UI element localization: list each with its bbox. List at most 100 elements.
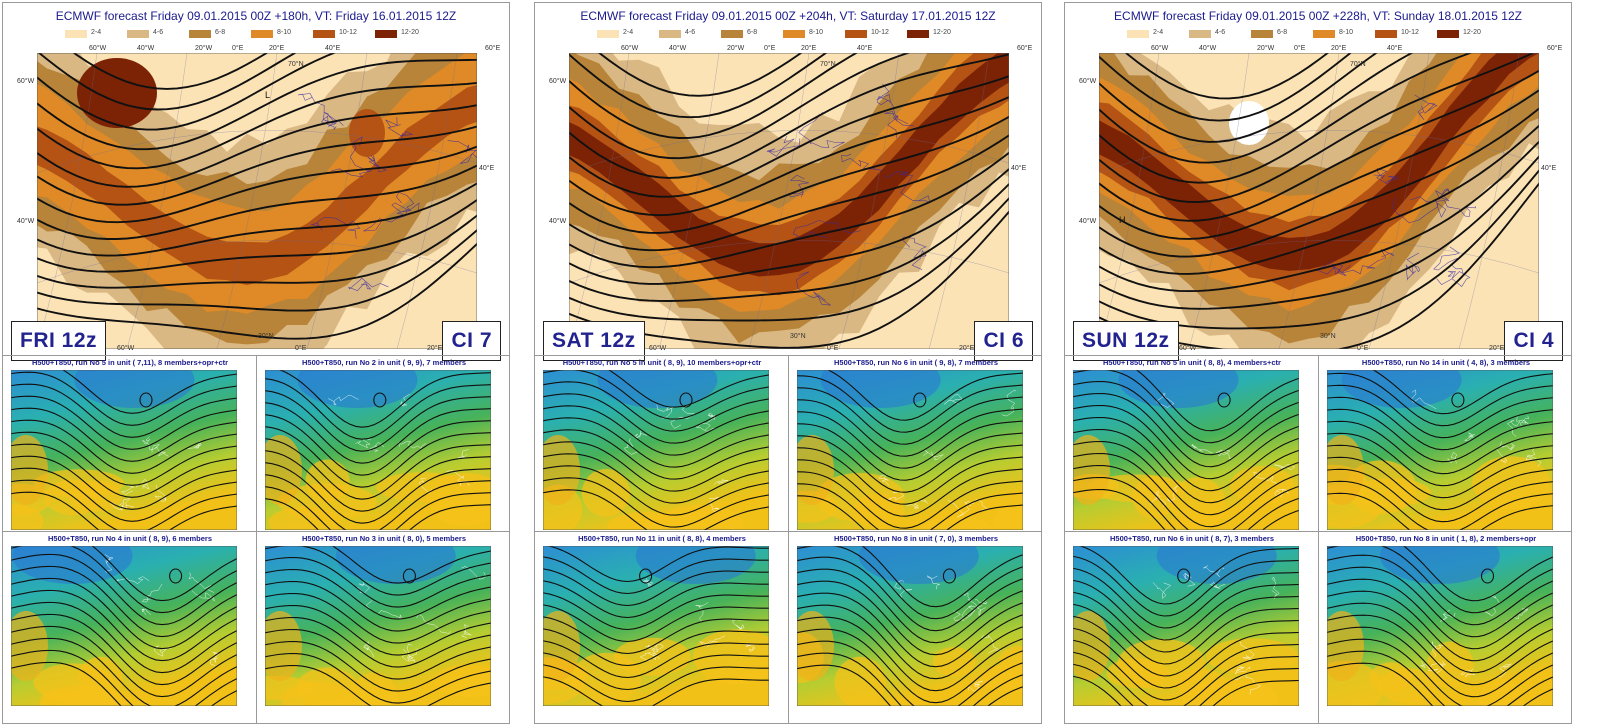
legend-swatch (313, 30, 335, 38)
cluster-map (1298, 352, 1557, 547)
divider (1318, 356, 1319, 723)
legend-swatch (1437, 30, 1459, 38)
map-axis-label: 40°W (669, 45, 687, 52)
panel-title: ECMWF forecast Friday 09.01.2015 00Z +22… (1114, 9, 1522, 23)
map-axis-label: 70°N (288, 61, 304, 68)
map-axis-label: 40°E (1541, 165, 1557, 172)
cluster-map-cell: H500+T850, run No 3 in unit ( 8, 0), 5 m… (229, 528, 511, 727)
map-axis-label: 60°E (485, 45, 501, 52)
legend-swatch (251, 30, 273, 38)
cluster-title: H500+T850, run No 11 in unit ( 8, 8), 4 … (578, 534, 746, 543)
cluster-title: H500+T850, run No 5 in unit ( 8, 9), 10 … (562, 358, 762, 367)
map-axis-label: 20°E (959, 345, 975, 352)
legend-swatch (65, 30, 87, 38)
map-axis-label: 20°W (727, 45, 745, 52)
legend-label: 4-6 (153, 29, 164, 36)
map-axis-label: 20°W (1257, 45, 1275, 52)
map-axis-label: 40°W (137, 45, 155, 52)
forecast-panel-1: ECMWF forecast Friday 09.01.2015 00Z +18… (0, 0, 511, 727)
cluster-map (1306, 528, 1557, 727)
map-axis-label: 60°W (549, 78, 567, 85)
cluster-map (1066, 528, 1303, 727)
legend-label: 8-10 (1339, 29, 1354, 36)
legend-label: 8-10 (277, 29, 292, 36)
cluster-title: H500+T850, run No 14 in unit ( 4, 8), 3 … (1361, 358, 1531, 367)
cluster-map (776, 352, 1043, 553)
legend-swatch (597, 30, 619, 38)
cluster-map-cell: H500+T850, run No 11 in unit ( 8, 8), 4 … (510, 528, 789, 718)
cluster-map-cell: H500+T850, run No 5 in unit ( 7,11), 8 m… (0, 352, 257, 546)
map-axis-label: 20°E (1489, 345, 1505, 352)
cluster-title: H500+T850, run No 5 in unit ( 7,11), 8 m… (31, 358, 229, 367)
legend-swatch (1313, 30, 1335, 38)
legend-swatch (1127, 30, 1149, 38)
legend-swatch (907, 30, 929, 38)
map-axis-label: 40°W (549, 218, 567, 225)
legend-swatch (375, 30, 397, 38)
map-axis-label: 40°W (1199, 45, 1217, 52)
legend-label: 6-8 (747, 29, 758, 36)
day-label-badge: SUN 12z (1073, 321, 1179, 361)
legend-label: 10-12 (871, 29, 889, 36)
cluster-map (258, 352, 505, 560)
map-axis-label: 0°E (764, 45, 776, 52)
cluster-map (229, 528, 506, 727)
map-axis-label: 0°E (232, 45, 244, 52)
legend-label: 4-6 (685, 29, 696, 36)
map-axis-label: 30°N (790, 333, 806, 340)
forecast-panel-3: ECMWF forecast Friday 09.01.2015 00Z +22… (1064, 0, 1573, 727)
cluster-map-cell: H500+T850, run No 6 in unit ( 9, 8), 7 m… (776, 352, 1043, 553)
map-axis-label: 40°W (17, 218, 35, 225)
panel-title: ECMWF forecast Friday 09.01.2015 00Z +20… (580, 9, 996, 23)
map-axis-label: 60°E (1017, 45, 1033, 52)
map-axis-label: 70°N (820, 61, 836, 68)
map-axis-label: 70°N (1350, 61, 1366, 68)
legend-label: 2-4 (91, 29, 102, 36)
legend-swatch (1189, 30, 1211, 38)
map-axis-label: 40°W (1079, 218, 1097, 225)
cluster-map-cell: H500+T850, run No 8 in unit ( 7, 0), 3 m… (776, 528, 1067, 727)
cluster-map-cell: H500+T850, run No 4 in unit ( 8, 9), 6 m… (3, 528, 257, 727)
cluster-title: H500+T850, run No 2 in unit ( 9, 9), 7 m… (301, 358, 466, 367)
cluster-map-cell: H500+T850, run No 14 in unit ( 4, 8), 3 … (1298, 352, 1573, 547)
cluster-map (776, 528, 1067, 727)
forecast-panel-2: ECMWF forecast Friday 09.01.2015 00Z +20… (510, 0, 1067, 727)
map-axis-label: 40°E (325, 45, 341, 52)
cluster-title: H500+T850, run No 3 in unit ( 8, 0), 5 m… (301, 534, 466, 543)
map-axis-label: 60°W (1179, 345, 1197, 352)
map-axis-label: 40°E (1011, 165, 1027, 172)
map-axis-label: 0°E (1357, 345, 1369, 352)
map-axis-label: 0°E (1294, 45, 1306, 52)
map-axis-label: 40°E (1387, 45, 1403, 52)
legend-label: 2-4 (1153, 29, 1164, 36)
legend-swatch (189, 30, 211, 38)
cluster-title: H500+T850, run No 8 in unit ( 7, 0), 3 m… (833, 534, 998, 543)
legend-swatch (1251, 30, 1273, 38)
divider (256, 356, 257, 723)
cluster-map-cell: H500+T850, run No 8 in unit ( 1, 8), 2 m… (1306, 528, 1573, 727)
cluster-map (534, 352, 773, 545)
cluster-map-cell: H500+T850, run No 5 in unit ( 8, 8), 4 m… (1065, 352, 1319, 564)
map-axis-label: 20°W (195, 45, 213, 52)
cluster-count-badge: CI 6 (974, 321, 1033, 361)
legend-label: 12-20 (1463, 29, 1481, 36)
legend-label: 8-10 (809, 29, 824, 36)
cluster-map-cell: H500+T850, run No 5 in unit ( 8, 9), 10 … (534, 352, 789, 545)
main-forecast-map (558, 0, 1020, 377)
legend-label: 12-20 (401, 29, 419, 36)
cluster-title: H500+T850, run No 5 in unit ( 8, 8), 4 m… (1103, 358, 1281, 367)
legend-label: 10-12 (1401, 29, 1419, 36)
map-axis-label: 60°W (649, 345, 667, 352)
legend-swatch (783, 30, 805, 38)
cluster-title: H500+T850, run No 6 in unit ( 9, 8), 7 m… (833, 358, 998, 367)
map-axis-label: 60°W (621, 45, 639, 52)
legend-label: 6-8 (215, 29, 226, 36)
main-forecast-map: H (1088, 0, 1550, 374)
map-axis-label: 20°E (801, 45, 817, 52)
cluster-title: H500+T850, run No 6 in unit ( 8, 7), 3 m… (1109, 534, 1274, 543)
map-axis-label: 30°N (258, 333, 274, 340)
map-axis-label: 40°E (857, 45, 873, 52)
main-forecast-map: L (26, 0, 494, 382)
cluster-title: H500+T850, run No 4 in unit ( 8, 9), 6 m… (47, 534, 212, 543)
low-pressure-label: L (265, 90, 270, 100)
